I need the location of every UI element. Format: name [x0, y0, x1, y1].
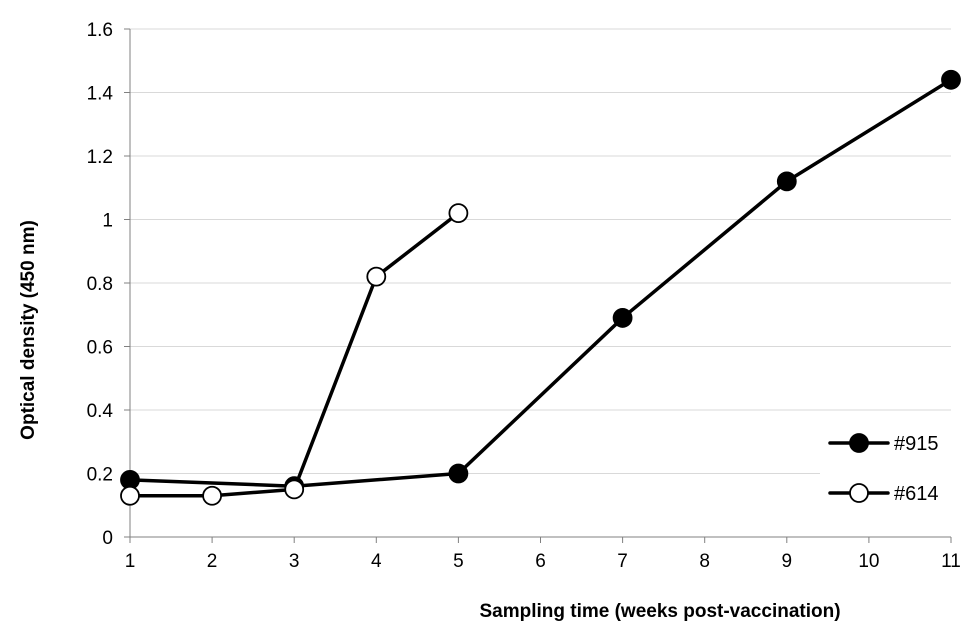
series-layer — [120, 69, 961, 506]
y-tick-label: 1.6 — [87, 20, 113, 41]
x-tick-label: 5 — [453, 551, 464, 572]
x-tick-label: 2 — [207, 551, 218, 572]
y-tick-label: 0.8 — [87, 274, 113, 295]
data-point — [120, 485, 140, 506]
y-tick-label: 0.2 — [87, 465, 113, 486]
open-circle-icon — [849, 483, 869, 503]
data-point — [448, 463, 469, 484]
x-tick-label: 1 — [125, 551, 136, 572]
y-tick-label: 0.4 — [87, 401, 114, 422]
y-tick-label: 1 — [102, 211, 113, 232]
x-tick-label: 11 — [941, 551, 961, 572]
data-point — [612, 308, 633, 328]
x-axis-title: Sampling time (weeks post-vaccination) — [479, 601, 840, 622]
y-tick-label: 0 — [102, 528, 113, 549]
y-tick-label: 1.2 — [87, 147, 113, 168]
gridlines — [130, 28, 951, 474]
tick-labels: 0 0.2 0.4 0.6 0.8 1 1.2 1.4 1.6 1 2 3 4 5 6 7 8 9 10 11 — [87, 20, 961, 572]
x-tick-label: 9 — [782, 551, 793, 572]
legend-background — [820, 418, 965, 516]
y-axis-title: Optical density (450 nm) — [18, 220, 39, 440]
legend: #915 #614 — [820, 418, 965, 516]
x-tick-label: 4 — [371, 551, 382, 572]
data-point — [284, 479, 305, 500]
y-tick-label: 0.6 — [87, 338, 113, 359]
legend-label: #915 — [894, 433, 939, 455]
data-point — [202, 485, 223, 506]
data-point — [776, 171, 797, 192]
x-tick-label: 6 — [535, 551, 546, 572]
data-point — [366, 266, 387, 287]
data-point — [941, 69, 961, 90]
y-tick-label: 1.4 — [87, 84, 114, 105]
axes — [124, 28, 952, 543]
series-line-0 — [128, 78, 953, 488]
series-line-1 — [128, 211, 461, 498]
x-tick-label: 3 — [289, 551, 300, 572]
x-tick-label: 7 — [617, 551, 628, 572]
x-tick-label: 10 — [858, 551, 879, 572]
data-point — [448, 203, 469, 224]
legend-label: #614 — [894, 483, 939, 505]
filled-circle-icon — [849, 433, 869, 453]
x-tick-label: 8 — [699, 551, 710, 572]
